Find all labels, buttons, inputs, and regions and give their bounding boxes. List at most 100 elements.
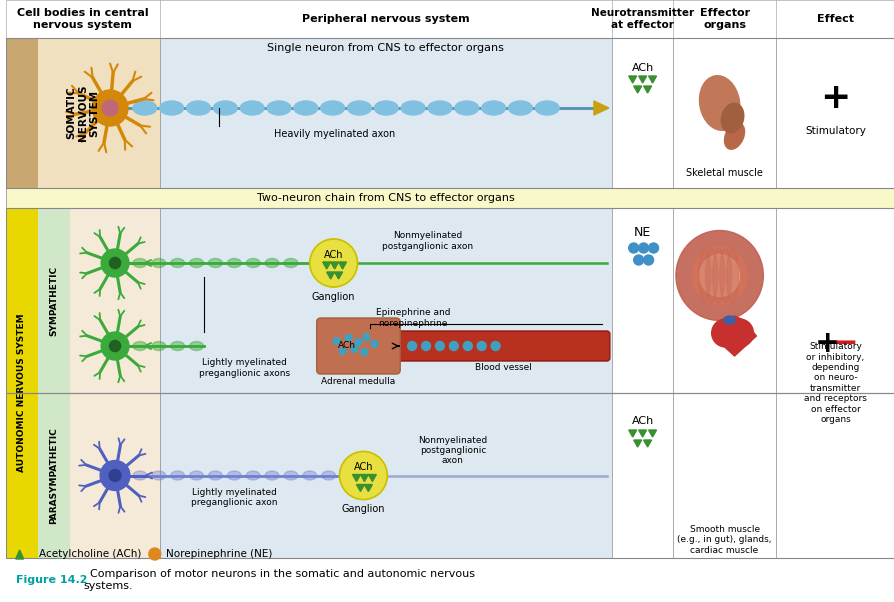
Circle shape	[355, 338, 361, 346]
FancyBboxPatch shape	[397, 331, 609, 361]
Ellipse shape	[246, 471, 260, 480]
Text: Effect: Effect	[816, 14, 853, 24]
Ellipse shape	[401, 101, 425, 115]
Ellipse shape	[227, 471, 241, 480]
Text: Single neuron from CNS to effector organs: Single neuron from CNS to effector organ…	[267, 43, 503, 53]
Polygon shape	[356, 485, 364, 491]
Ellipse shape	[265, 471, 279, 480]
Bar	[5, 38, 38, 188]
Ellipse shape	[190, 471, 203, 480]
Text: AUTONOMIC NERVOUS SYSTEM: AUTONOMIC NERVOUS SYSTEM	[17, 314, 26, 473]
Ellipse shape	[133, 341, 147, 350]
Text: ACh: ACh	[324, 250, 343, 260]
Text: Stimulatory: Stimulatory	[804, 126, 864, 136]
Bar	[5, 208, 894, 393]
Bar	[38, 38, 159, 188]
Ellipse shape	[240, 101, 264, 115]
Bar	[38, 393, 71, 558]
Circle shape	[363, 334, 369, 341]
Circle shape	[633, 255, 643, 265]
Circle shape	[102, 100, 118, 116]
Circle shape	[643, 255, 653, 265]
Ellipse shape	[152, 341, 165, 350]
Bar	[672, 393, 775, 558]
Text: Nonmyelinated
postganglionic axon: Nonmyelinated postganglionic axon	[382, 231, 473, 250]
Ellipse shape	[190, 258, 203, 267]
Ellipse shape	[705, 248, 717, 303]
Circle shape	[339, 347, 346, 355]
Text: Peripheral nervous system: Peripheral nervous system	[301, 14, 469, 24]
Polygon shape	[648, 430, 656, 437]
Text: ACh: ACh	[353, 462, 373, 473]
Bar	[775, 393, 894, 558]
Circle shape	[477, 341, 485, 350]
Polygon shape	[368, 474, 376, 482]
Ellipse shape	[374, 101, 398, 115]
Ellipse shape	[692, 246, 746, 305]
Ellipse shape	[293, 101, 317, 115]
Polygon shape	[364, 485, 372, 491]
Text: Skeletal muscle: Skeletal muscle	[686, 168, 763, 178]
Text: Smooth muscle
(e.g., in gut), glands,
cardiac muscle: Smooth muscle (e.g., in gut), glands, ca…	[677, 525, 771, 555]
Bar	[611, 38, 672, 188]
Circle shape	[435, 341, 444, 350]
FancyBboxPatch shape	[316, 318, 400, 374]
Circle shape	[421, 341, 430, 350]
Bar	[5, 0, 894, 38]
Polygon shape	[628, 76, 636, 83]
Bar	[611, 208, 672, 393]
Circle shape	[92, 90, 128, 126]
Ellipse shape	[227, 258, 241, 267]
Ellipse shape	[213, 101, 237, 115]
Circle shape	[109, 340, 121, 352]
Text: NE: NE	[633, 226, 651, 240]
Ellipse shape	[723, 316, 735, 324]
Polygon shape	[360, 474, 368, 482]
Bar	[38, 208, 71, 393]
Bar	[71, 393, 159, 558]
Bar	[5, 188, 894, 208]
Bar	[672, 38, 775, 188]
Ellipse shape	[190, 341, 203, 350]
Ellipse shape	[321, 471, 335, 480]
Ellipse shape	[721, 103, 743, 133]
Circle shape	[345, 335, 351, 341]
Text: Comparison of motor neurons in the somatic and autonomic nervous
systems.: Comparison of motor neurons in the somat…	[83, 569, 475, 591]
Bar	[672, 208, 775, 393]
Ellipse shape	[152, 258, 165, 267]
Polygon shape	[643, 86, 651, 93]
Bar	[775, 208, 894, 393]
Circle shape	[648, 243, 658, 253]
Polygon shape	[633, 86, 641, 93]
Ellipse shape	[186, 101, 210, 115]
Polygon shape	[643, 440, 651, 447]
Ellipse shape	[302, 471, 316, 480]
Polygon shape	[16, 550, 23, 559]
Ellipse shape	[152, 471, 165, 480]
Text: Nonmyelinated
postganglionic
axon: Nonmyelinated postganglionic axon	[417, 436, 487, 465]
Polygon shape	[628, 430, 636, 437]
Ellipse shape	[427, 101, 451, 115]
Text: Norepinephrine (NE): Norepinephrine (NE)	[166, 549, 273, 559]
Circle shape	[725, 319, 753, 347]
Text: Lightly myelinated
preganglionic axons: Lightly myelinated preganglionic axons	[198, 358, 290, 377]
Circle shape	[449, 341, 458, 350]
Circle shape	[638, 243, 648, 253]
Ellipse shape	[171, 341, 184, 350]
Ellipse shape	[699, 255, 738, 297]
Ellipse shape	[535, 101, 559, 115]
Bar	[611, 393, 672, 558]
Ellipse shape	[719, 248, 730, 303]
Circle shape	[109, 470, 121, 482]
Circle shape	[109, 258, 121, 268]
Text: Ganglion: Ganglion	[342, 504, 384, 515]
Text: ACh: ACh	[337, 341, 355, 350]
Ellipse shape	[675, 231, 763, 320]
Bar	[159, 38, 611, 188]
Circle shape	[491, 341, 500, 350]
Ellipse shape	[724, 123, 744, 149]
Polygon shape	[594, 101, 608, 115]
Ellipse shape	[133, 471, 147, 480]
Ellipse shape	[265, 258, 279, 267]
Ellipse shape	[171, 258, 184, 267]
